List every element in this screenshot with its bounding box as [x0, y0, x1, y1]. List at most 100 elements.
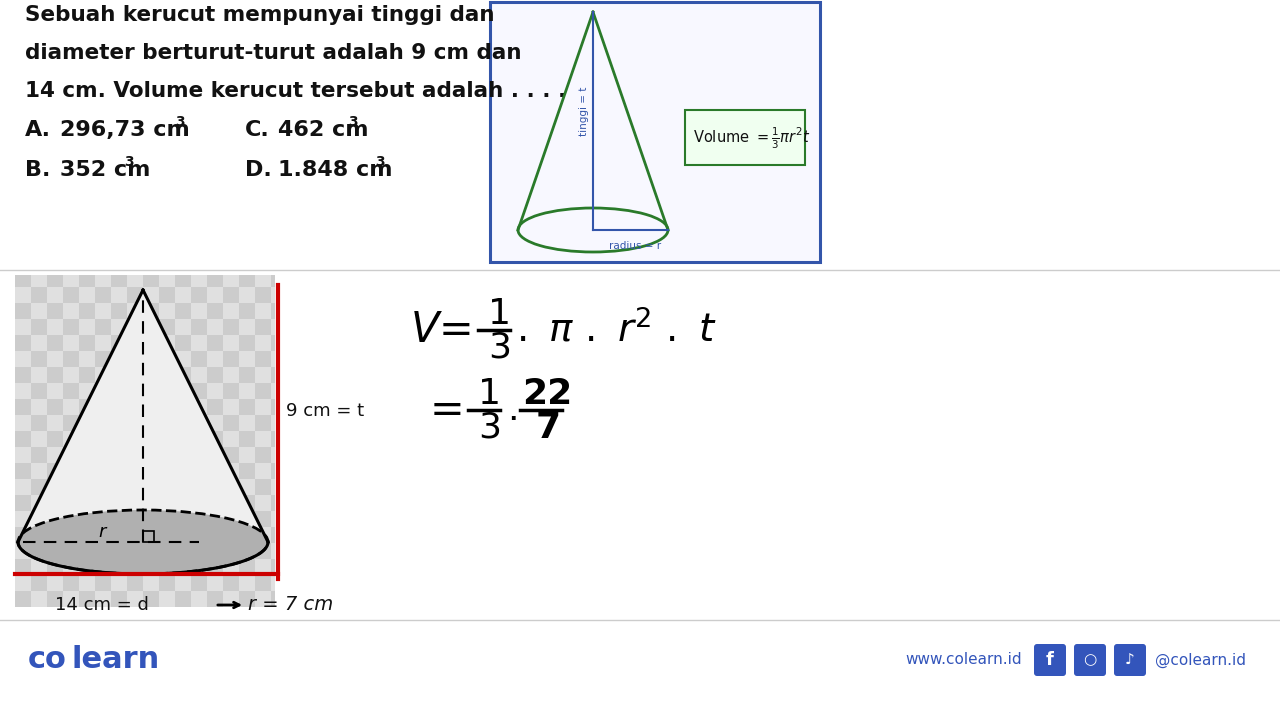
Bar — [159, 351, 175, 367]
Text: 9 cm = t: 9 cm = t — [285, 402, 364, 420]
Bar — [207, 591, 223, 607]
Bar — [255, 575, 271, 591]
Bar — [111, 495, 127, 511]
Bar — [31, 511, 47, 527]
Bar — [63, 319, 79, 335]
Bar — [175, 591, 191, 607]
Bar — [95, 351, 111, 367]
Bar — [63, 511, 79, 527]
Bar — [271, 367, 275, 383]
Bar — [127, 575, 143, 591]
Text: B.: B. — [26, 160, 50, 180]
Bar — [31, 479, 47, 495]
Bar — [79, 275, 95, 287]
Bar — [63, 543, 79, 559]
Bar — [15, 495, 31, 511]
Bar — [271, 527, 275, 543]
Bar — [239, 431, 255, 447]
Bar — [79, 367, 95, 383]
Text: D.: D. — [244, 160, 271, 180]
Bar — [255, 415, 271, 431]
Bar — [15, 559, 31, 575]
Bar — [239, 275, 255, 287]
Bar — [223, 479, 239, 495]
Bar — [111, 335, 127, 351]
Bar — [271, 399, 275, 415]
Bar — [31, 351, 47, 367]
Bar — [207, 495, 223, 511]
Bar — [143, 399, 159, 415]
Bar — [63, 287, 79, 303]
Bar — [127, 319, 143, 335]
FancyBboxPatch shape — [1114, 644, 1146, 676]
Bar — [175, 275, 191, 287]
Bar — [223, 415, 239, 431]
Bar — [239, 335, 255, 351]
Bar — [175, 559, 191, 575]
Bar — [47, 591, 63, 607]
Bar — [79, 559, 95, 575]
Text: ○: ○ — [1083, 652, 1097, 667]
Bar — [127, 287, 143, 303]
Text: 1.848 cm: 1.848 cm — [278, 160, 393, 180]
Bar — [79, 335, 95, 351]
Bar — [127, 415, 143, 431]
Bar — [79, 463, 95, 479]
Bar — [47, 399, 63, 415]
Bar — [47, 335, 63, 351]
Bar — [191, 447, 207, 463]
Bar — [47, 463, 63, 479]
Text: A.: A. — [26, 120, 51, 140]
Bar — [223, 511, 239, 527]
Bar — [15, 367, 31, 383]
Ellipse shape — [18, 510, 268, 574]
Bar — [127, 543, 143, 559]
Bar — [175, 303, 191, 319]
Bar — [239, 495, 255, 511]
Bar — [111, 559, 127, 575]
Bar — [239, 399, 255, 415]
FancyBboxPatch shape — [1074, 644, 1106, 676]
Bar — [15, 463, 31, 479]
FancyBboxPatch shape — [1034, 644, 1066, 676]
Bar — [191, 543, 207, 559]
Bar — [207, 367, 223, 383]
Bar — [239, 559, 255, 575]
Bar — [191, 383, 207, 399]
Bar — [271, 303, 275, 319]
Text: 296,73 cm: 296,73 cm — [60, 120, 189, 140]
Bar — [175, 527, 191, 543]
Bar — [15, 335, 31, 351]
Bar — [111, 591, 127, 607]
Bar — [239, 367, 255, 383]
Bar — [143, 335, 159, 351]
Bar — [191, 575, 207, 591]
Bar — [207, 303, 223, 319]
Text: $\mathit{V}$=: $\mathit{V}$= — [410, 309, 471, 351]
Bar — [271, 591, 275, 607]
Text: diameter berturut-turut adalah 9 cm dan: diameter berturut-turut adalah 9 cm dan — [26, 43, 521, 63]
Bar — [79, 431, 95, 447]
Bar — [47, 527, 63, 543]
Bar — [207, 275, 223, 287]
Bar — [255, 319, 271, 335]
Bar — [15, 275, 31, 287]
Text: @colearn.id: @colearn.id — [1155, 652, 1245, 667]
Bar — [95, 319, 111, 335]
Bar — [191, 319, 207, 335]
Bar — [685, 110, 805, 165]
Bar — [15, 399, 31, 415]
Bar — [207, 431, 223, 447]
Bar — [143, 495, 159, 511]
Bar — [95, 447, 111, 463]
Bar — [63, 415, 79, 431]
Text: 7: 7 — [536, 411, 561, 445]
Bar — [63, 447, 79, 463]
Text: 1: 1 — [477, 377, 500, 411]
Bar — [255, 351, 271, 367]
Text: =: = — [430, 389, 465, 431]
Bar — [63, 479, 79, 495]
Bar — [159, 415, 175, 431]
Bar — [31, 383, 47, 399]
Text: co: co — [28, 646, 67, 675]
